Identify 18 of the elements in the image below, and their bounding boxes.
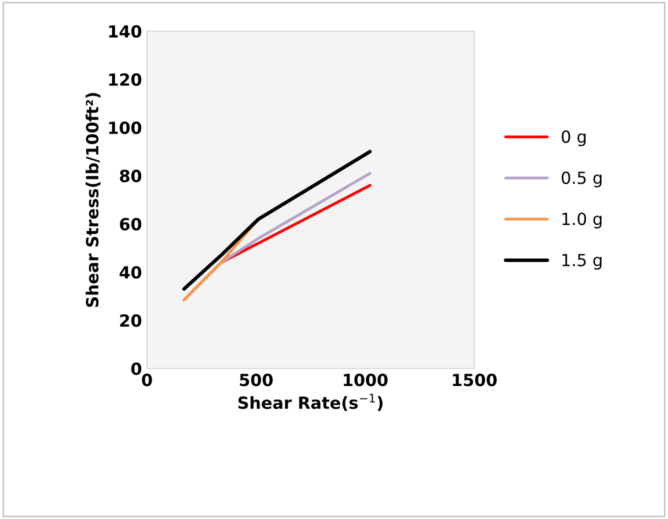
legend-label: 1.0 g: [562, 212, 602, 228]
y-tick-label: 60: [120, 218, 142, 230]
legend-label: 0.5 g: [562, 171, 602, 188]
y-tick-label: 140: [109, 25, 142, 38]
x-tick-label: 1500: [452, 374, 497, 386]
y-axis-title: Shear Stress(Ib/100ft²): [86, 92, 100, 307]
x-tick-label: 1000: [344, 374, 388, 386]
y-tick-label: 20: [120, 314, 142, 327]
y-tick-label: 120: [109, 73, 142, 86]
x-axis-title: Shear Rate(s$^{−1}$): [238, 394, 383, 411]
x-tick-label: 0: [142, 374, 152, 386]
y-tick-label: 40: [120, 266, 142, 279]
y-tick-label: 100: [109, 121, 142, 134]
y-tick-label: 80: [120, 170, 142, 182]
x-tick-label: 500: [240, 374, 273, 386]
legend-label: 1.5 g: [562, 254, 602, 270]
y-tick-label: 0: [131, 362, 142, 376]
legend-label: 0 g: [562, 130, 586, 146]
